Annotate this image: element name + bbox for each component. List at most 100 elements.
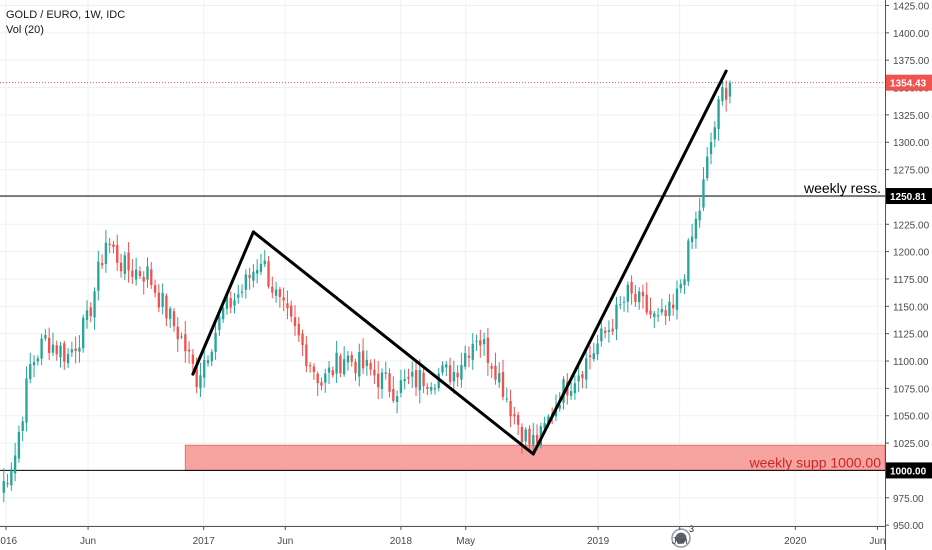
candle-body [335,352,338,374]
candle-body [490,366,493,369]
candle-body [286,303,289,309]
candle-body [380,372,384,390]
candle-body [119,262,123,272]
resistance-price-label: 1250.81 [890,192,927,203]
candle-body [282,297,285,301]
candle-body [501,372,505,398]
candle-body [664,310,667,317]
candle-body [29,364,32,380]
last-price-label: 1354.43 [890,79,927,90]
candle-body [622,301,626,303]
price-tick-label: 975.00 [893,494,924,505]
candle-body [51,344,55,353]
candle-body [112,244,115,248]
candle-body [116,244,119,263]
candle-body [395,396,399,403]
candle-body [441,365,444,373]
candle-body [259,264,263,272]
time-tick-label: Jun [80,536,96,547]
candle-body [233,300,236,306]
candle-body [82,317,85,349]
candle-body [6,483,9,485]
candle-body [55,345,58,355]
candle-body [312,366,316,373]
price-tick-label: 1375.00 [893,56,930,67]
price-tick-label: 1400.00 [893,29,930,40]
price-tick-label: 1100.00 [893,357,929,368]
candle-body [256,269,259,274]
candle-body [637,291,641,303]
candle-body [267,261,270,287]
candle-body [165,295,168,319]
candle-body [89,307,92,317]
candle-body [74,348,77,351]
time-tick-label: 2020 [784,536,807,547]
candle-body [615,304,618,330]
candle-body [131,270,134,277]
candle-body [569,391,573,396]
candle-body [588,355,592,358]
candle-body [203,359,206,378]
candle-body [653,313,656,318]
candle-body [464,353,467,367]
candle-body [316,373,319,384]
candle-body [577,375,580,382]
candle-body [100,263,104,266]
candle-body [706,156,709,179]
candle-body [479,340,482,346]
candle-body [346,355,350,363]
candle-body [210,351,213,362]
candle-body [252,271,255,281]
candle-body [191,354,195,364]
candle-body [108,243,111,245]
badge-dot [675,532,687,544]
support-price-label-background [886,462,932,479]
candle-body [528,428,531,445]
candle-body [342,359,346,375]
candle-body [218,316,221,330]
candle-body [388,373,391,392]
candle-body [187,349,191,352]
candle-body [414,370,418,388]
candle-body [350,354,353,362]
resistance-price-label-background [886,188,932,205]
candle-body [656,315,660,317]
candle-body [687,240,690,282]
candle-body [274,289,278,296]
price-tick-label: 1300.00 [893,138,930,149]
candle-body [225,295,229,310]
candle-body [630,281,633,294]
candle-body [641,291,645,297]
candle-body [543,423,546,429]
candle-body [403,379,406,382]
time-tick-label: 2018 [390,536,413,547]
price-tick-label: 950.00 [893,521,924,532]
candle-body [535,434,539,444]
candle-body [184,334,187,352]
candle-body [339,355,342,374]
candle-body [433,387,437,390]
candle-body [645,294,648,313]
candle-body [698,210,701,221]
candle-body [660,309,664,313]
candle-body [293,317,297,327]
candle-body [66,353,70,364]
price-tick-label: 1425.00 [893,1,930,12]
candle-body [127,252,130,271]
candle-body [482,339,486,345]
chart-title[interactable]: GOLD / EURO, 1W, IDC [6,9,126,21]
candle-body [596,343,599,355]
candle-body [263,260,266,265]
price-tick-label: 1125.00 [893,330,929,341]
candle-body [93,291,96,318]
candle-body [713,127,716,140]
candle-body [498,373,501,383]
candle-body [634,293,637,302]
candle-body [134,269,138,280]
volume-indicator-label[interactable]: Vol (20) [6,24,44,36]
candle-body [221,307,225,320]
candle-body [21,421,24,431]
candle-body [138,271,142,277]
